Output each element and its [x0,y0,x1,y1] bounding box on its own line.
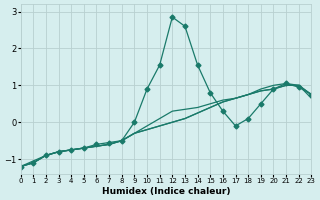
X-axis label: Humidex (Indice chaleur): Humidex (Indice chaleur) [102,187,230,196]
